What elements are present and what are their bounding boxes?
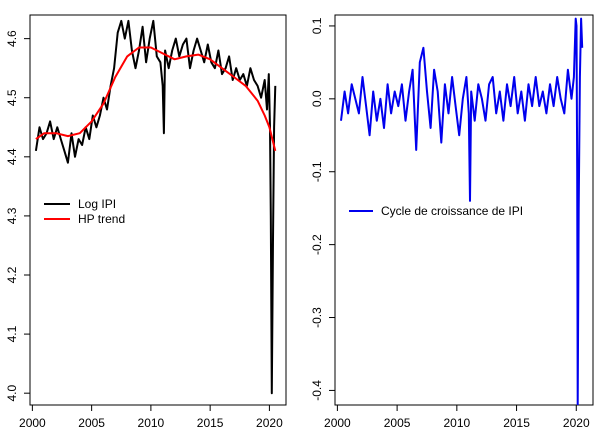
x-tick-label: 2000 <box>324 416 351 430</box>
legend-label-2: HP trend <box>78 212 125 226</box>
x-axis: 2000 2005 2010 2015 2020 <box>324 405 590 430</box>
y-tick-label: 4.0 <box>5 385 19 402</box>
y-axis: -0.4 -0.3 -0.2 -0.1 0.0 0.1 <box>310 17 335 401</box>
y-tick-label: 4.2 <box>5 266 19 283</box>
y-tick-label: -0.4 <box>310 380 324 401</box>
x-tick-label: 2015 <box>197 416 224 430</box>
y-tick-label: 4.5 <box>5 89 19 106</box>
x-tick-label: 2005 <box>78 416 105 430</box>
x-tick-label: 2000 <box>19 416 46 430</box>
y-tick-label: -0.3 <box>310 307 324 328</box>
series-line-2 <box>35 46 277 152</box>
y-tick-label: 4.6 <box>5 30 19 47</box>
y-tick-label: 0.0 <box>310 90 324 107</box>
y-tick-label: 4.3 <box>5 207 19 224</box>
y-tick-label: 0.1 <box>310 17 324 34</box>
y-tick-label: 4.4 <box>5 148 19 165</box>
x-tick-label: 2005 <box>384 416 411 430</box>
y-tick-label: 4.1 <box>5 325 19 342</box>
x-axis: 2000 2005 2010 2015 2020 <box>19 405 283 430</box>
legend-label-1: Log IPI <box>78 197 116 211</box>
chart-panel-1: 2000 2005 2010 2015 20204.04.14.24.34.44.54.… <box>5 14 287 430</box>
legend: Cycle de croissance de IPI <box>349 204 523 218</box>
plot-frame <box>334 14 594 406</box>
x-tick-label: 2015 <box>503 416 530 430</box>
y-tick-label: -0.1 <box>310 161 324 182</box>
series-line-1 <box>340 17 584 405</box>
chart-panel-2: 2000 2005 2010 2015 2020 -0.4 -0.3 -0.2 -0.1 0.0 0… <box>310 14 594 430</box>
plot-frame <box>29 14 287 406</box>
x-tick-label: 2010 <box>138 416 165 430</box>
series-line-1 <box>34 19 277 395</box>
y-tick-label: -0.2 <box>310 234 324 255</box>
legend-label-1: Cycle de croissance de IPI <box>381 204 523 218</box>
x-tick-label: 2020 <box>563 416 590 430</box>
x-tick-label: 2010 <box>443 416 470 430</box>
y-axis: 4.0 4.1 4.2 4.3 4.4 4.5 4.6 <box>5 30 30 402</box>
x-tick-label: 2020 <box>256 416 283 430</box>
